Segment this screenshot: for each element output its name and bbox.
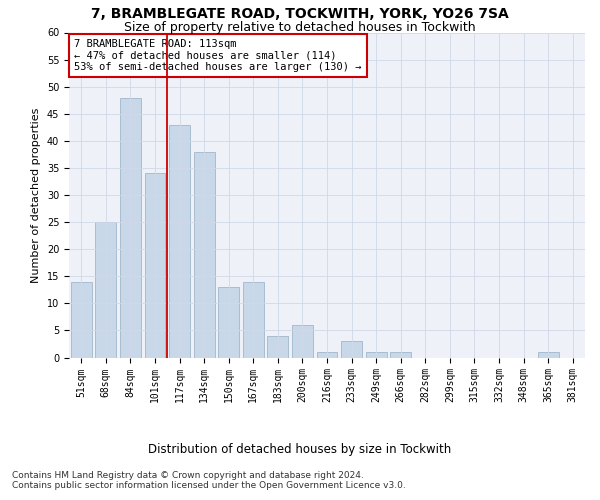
Bar — [365, 352, 386, 358]
Bar — [169, 124, 190, 358]
Text: 7, BRAMBLEGATE ROAD, TOCKWITH, YORK, YO26 7SA: 7, BRAMBLEGATE ROAD, TOCKWITH, YORK, YO2… — [91, 8, 509, 22]
Bar — [341, 342, 362, 357]
Text: Contains public sector information licensed under the Open Government Licence v3: Contains public sector information licen… — [12, 481, 406, 490]
Bar — [390, 352, 411, 358]
Bar — [120, 98, 141, 358]
Text: Distribution of detached houses by size in Tockwith: Distribution of detached houses by size … — [148, 442, 452, 456]
Bar — [268, 336, 289, 357]
Text: 7 BRAMBLEGATE ROAD: 113sqm
← 47% of detached houses are smaller (114)
53% of sem: 7 BRAMBLEGATE ROAD: 113sqm ← 47% of deta… — [74, 39, 362, 72]
Bar — [538, 352, 559, 358]
Bar — [194, 152, 215, 358]
Y-axis label: Number of detached properties: Number of detached properties — [31, 108, 41, 282]
Bar — [71, 282, 92, 358]
Bar — [243, 282, 264, 358]
Text: Contains HM Land Registry data © Crown copyright and database right 2024.: Contains HM Land Registry data © Crown c… — [12, 471, 364, 480]
Bar — [292, 325, 313, 358]
Bar — [95, 222, 116, 358]
Bar — [317, 352, 337, 358]
Bar — [218, 287, 239, 358]
Bar — [145, 174, 166, 358]
Text: Size of property relative to detached houses in Tockwith: Size of property relative to detached ho… — [124, 21, 476, 34]
